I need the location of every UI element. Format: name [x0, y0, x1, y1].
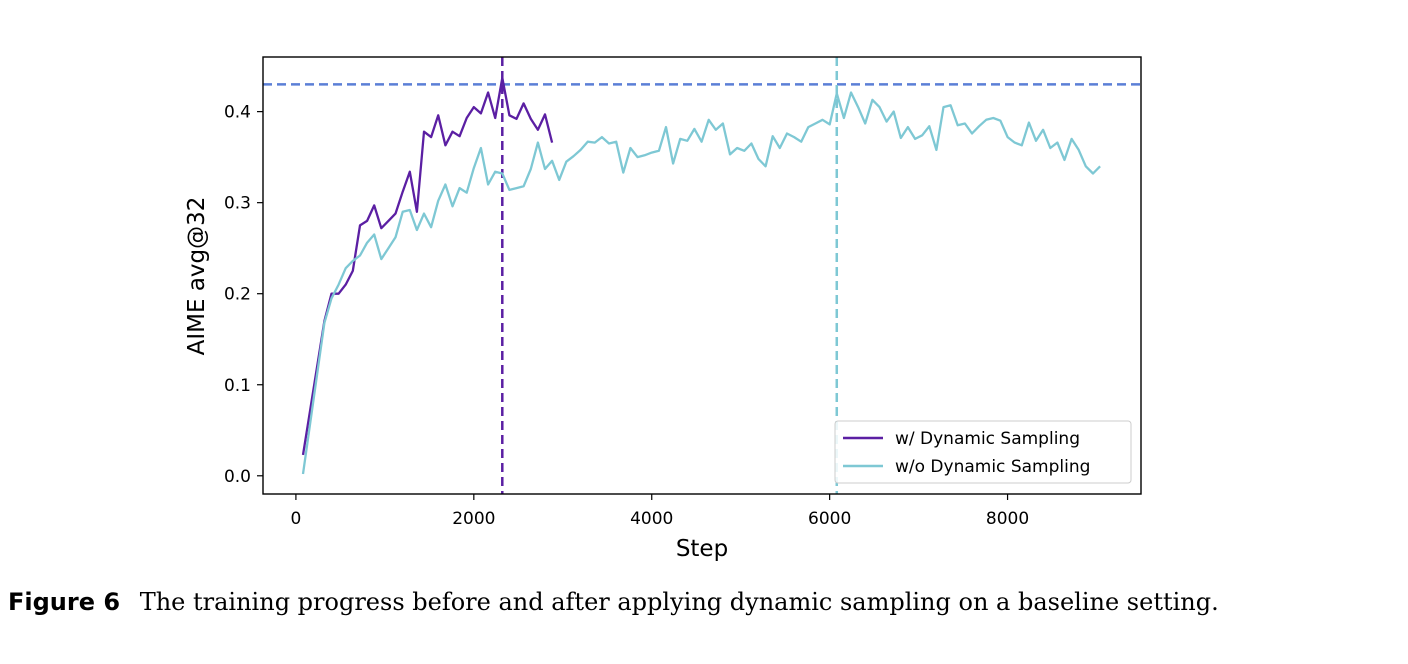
legend-label-with-dynamic-sampling: w/ Dynamic Sampling	[895, 429, 1080, 449]
y-tick-label: 0.4	[224, 103, 251, 123]
chart: 0 2000 4000 6000 8000 0.0 0.1 0.2 0.3 0.4 Step A…	[184, 56, 1142, 562]
figure-label: Figure 6	[8, 588, 121, 616]
legend-box	[834, 420, 1132, 484]
x-tick-label: 6000	[808, 509, 851, 529]
y-tick-label: 0.2	[224, 285, 251, 305]
y-tick-label: 0.0	[224, 467, 251, 487]
figure-caption: Figure 6 The training progress before an…	[8, 588, 1398, 616]
series-line-with-dynamic-sampling	[301, 76, 554, 456]
x-tick-label: 2000	[452, 509, 495, 529]
legend-label-without-dynamic-sampling: w/o Dynamic Sampling	[895, 457, 1090, 477]
series-line-without-dynamic-sampling	[301, 91, 1101, 475]
x-tick-label: 0	[290, 509, 301, 529]
y-tick-label: 0.1	[224, 376, 251, 396]
y-axis-label: AIME avg@32	[184, 197, 210, 356]
y-tick-label: 0.3	[224, 194, 251, 214]
x-tick-label: 4000	[630, 509, 673, 529]
legend: w/ Dynamic Sampling w/o Dynamic Sampling	[834, 420, 1132, 484]
x-axis-label: Step	[676, 536, 728, 562]
caption-text: The training progress before and after a…	[139, 588, 1219, 616]
plot-area-frame	[262, 56, 1142, 495]
x-tick-label: 8000	[986, 509, 1029, 529]
